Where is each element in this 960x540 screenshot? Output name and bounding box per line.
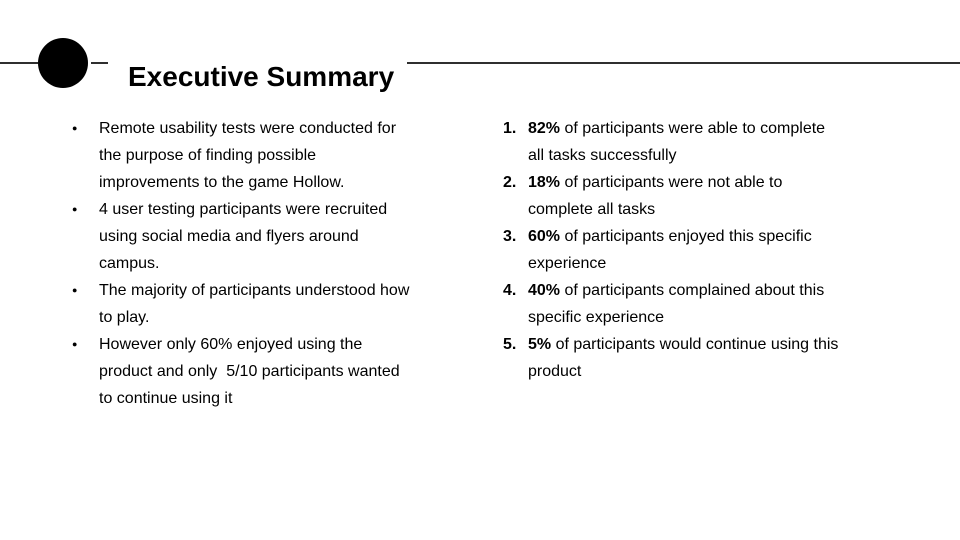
bullet-item-text: The majority of participants understood … [99,282,414,326]
bullet-item-text: Remote usability tests were conducted fo… [99,120,401,191]
numbered-item-text: 40% of participants complained about thi… [528,277,842,331]
list-number: 1. [503,120,517,137]
bullet-icon: ● [72,123,78,133]
bullet-list-item: ● However only 60% enjoyed using the pro… [72,331,413,412]
numbered-list-item: 4. 40% of participants complained about … [503,277,842,331]
list-number: 2. [503,174,517,191]
numbered-item-text: 18% of participants were not able to com… [528,169,842,223]
stat-description: of participants would continue using thi… [528,336,843,380]
header-rule-right [407,62,960,64]
stat-description: of participants complained about this sp… [528,282,829,326]
bullet-icon: ● [72,339,78,349]
page-title: Executive Summary [128,60,395,92]
numbered-list-item: 2. 18% of participants were not able to … [503,169,842,223]
bullet-list: ● Remote usability tests were conducted … [72,115,413,412]
stat-value: 82% [528,120,561,137]
stat-description: of participants were not able to complet… [528,174,787,218]
stat-value: 5% [528,336,552,353]
numbered-list-item: 3. 60% of participants enjoyed this spec… [503,223,842,277]
bullet-item-text: 4 user testing participants were recruit… [99,201,392,272]
bullet-list-item: ● Remote usability tests were conducted … [72,115,413,196]
list-number: 5. [503,336,517,353]
stat-description: of participants were able to complete al… [528,120,830,164]
bullet-icon: ● [72,204,78,214]
stat-description: of participants enjoyed this specific ex… [528,228,817,272]
stat-value: 60% [528,228,561,245]
bullet-icon: ● [72,285,78,295]
numbered-item-text: 82% of participants were able to complet… [528,115,842,169]
numbered-list-item: 5. 5% of participants would continue usi… [503,331,842,385]
stat-value: 40% [528,282,561,299]
bullet-list-item: ● 4 user testing participants were recru… [72,196,413,277]
bullet-list-item: ● The majority of participants understoo… [72,277,413,331]
header-rule-left [0,62,38,64]
header-rule-mid [91,62,108,64]
list-number: 3. [503,228,517,245]
numbered-item-text: 60% of participants enjoyed this specifi… [528,223,842,277]
accent-circle [38,38,88,88]
numbered-list-item: 1. 82% of participants were able to comp… [503,115,842,169]
list-number: 4. [503,282,517,299]
stat-value: 18% [528,174,561,191]
bullet-item-text: However only 60% enjoyed using the produ… [99,336,405,407]
numbered-item-text: 5% of participants would continue using … [528,331,842,385]
numbered-list: 1. 82% of participants were able to comp… [503,115,842,385]
